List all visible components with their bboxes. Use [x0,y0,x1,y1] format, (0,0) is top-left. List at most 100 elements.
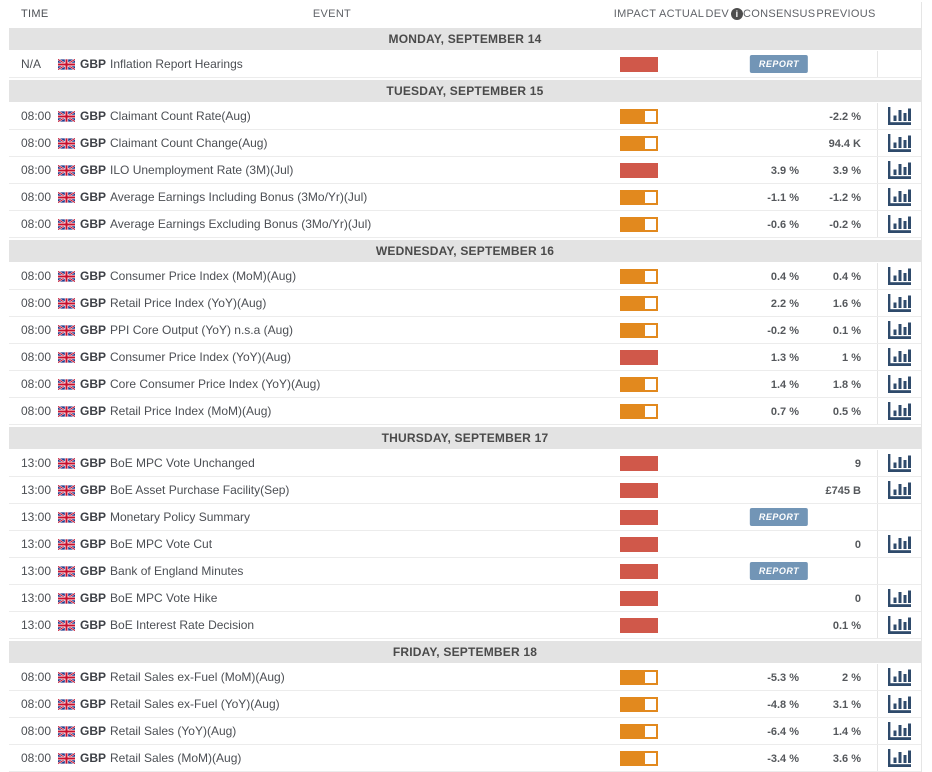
event-title[interactable]: Average Earnings Excluding Bonus (3Mo/Yr… [110,217,372,231]
impact-empty-segment [643,108,658,124]
previous-cell: 1.8 % [815,377,877,391]
event-row[interactable]: 13:00 GBP BoE MPC Vote Cut 0 [9,531,921,558]
impact-filled-segment [620,509,658,525]
event-row[interactable]: 08:00 GBP Retail Price Index (YoY)(Aug) 2.2… [9,290,921,317]
event-title[interactable]: Core Consumer Price Index (YoY)(Aug) [110,377,321,391]
bar-chart-icon[interactable] [887,160,912,180]
bar-chart-icon[interactable] [887,748,912,768]
impact-medium-indicator [620,750,658,766]
event-title[interactable]: Retail Sales ex-Fuel (YoY)(Aug) [110,697,280,711]
event-row[interactable]: 13:00 GBP BoE Asset Purchase Facility(Sep)… [9,477,921,504]
event-row[interactable]: 08:00 GBP Retail Price Index (MoM)(Aug) 0.7… [9,398,921,425]
event-row[interactable]: 08:00 GBP Core Consumer Price Index (YoY)(… [9,371,921,398]
bar-chart-icon[interactable] [887,480,912,500]
currency-label: GBP [80,697,107,711]
event-name-cell: GBP BoE MPC Vote Unchanged [53,456,611,470]
previous-cell: 3.1 % [815,697,877,711]
event-time: 08:00 [21,269,52,283]
event-row[interactable]: 08:00 GBP Claimant Count Change(Aug) 94.4 K [9,130,921,157]
event-title[interactable]: BoE MPC Vote Cut [110,537,213,551]
previous-value: -0.2 % [829,219,861,231]
bar-chart-icon[interactable] [887,374,912,394]
event-title[interactable]: Retail Sales (MoM)(Aug) [110,751,242,765]
event-title[interactable]: Retail Price Index (MoM)(Aug) [110,404,272,418]
bar-chart-icon[interactable] [887,320,912,340]
bar-chart-icon[interactable] [887,347,912,367]
currency-label: GBP [80,163,107,177]
impact-empty-segment [643,723,658,739]
event-row[interactable]: 08:00 GBP Retail Sales (YoY)(Aug) -6.4 % 1.4… [9,718,921,745]
event-title[interactable]: ILO Unemployment Rate (3M)(Jul) [110,163,294,177]
event-title[interactable]: BoE Interest Rate Decision [110,618,255,632]
event-title[interactable]: Retail Price Index (YoY)(Aug) [110,296,267,310]
impact-high-indicator [620,482,658,498]
event-title[interactable]: Retail Sales ex-Fuel (MoM)(Aug) [110,670,285,684]
impact-high-indicator [620,349,658,365]
event-row[interactable]: 08:00 GBP Claimant Count Rate(Aug) -2.2 % [9,103,921,130]
event-row[interactable]: 08:00 GBP Retail Sales ex-Fuel (MoM)(Aug) -… [9,664,921,691]
event-name-cell: GBP Retail Price Index (YoY)(Aug) [53,296,611,310]
bar-chart-icon[interactable] [887,667,912,687]
event-title[interactable]: Consumer Price Index (YoY)(Aug) [110,350,291,364]
event-row[interactable]: 13:00 GBP Bank of England Minutes REPORT [9,558,921,585]
report-button[interactable]: REPORT [749,55,809,73]
event-row[interactable]: 08:00 GBP Retail Sales ex-Fuel (YoY)(Aug) -… [9,691,921,718]
chart-cell [877,184,921,210]
event-title[interactable]: BoE MPC Vote Hike [110,591,218,605]
report-button[interactable]: REPORT [749,562,809,580]
event-title[interactable]: Average Earnings Including Bonus (3Mo/Yr… [110,190,368,204]
currency-label: GBP [80,456,107,470]
consensus-value: -1.1 % [767,192,799,204]
event-row[interactable]: 13:00 GBP Monetary Policy Summary REPORT [9,504,921,531]
event-time: 13:00 [21,618,52,632]
event-time: 08:00 [21,377,52,391]
event-name-cell: GBP ILO Unemployment Rate (3M)(Jul) [53,163,611,177]
event-title[interactable]: Claimant Count Change(Aug) [110,136,268,150]
impact-medium-indicator [620,403,658,419]
bar-chart-icon[interactable] [887,588,912,608]
event-title[interactable]: BoE Asset Purchase Facility(Sep) [110,483,290,497]
bar-chart-icon[interactable] [887,721,912,741]
event-row[interactable]: N/A GBP Inflation Report Hearings REPORT [9,51,921,78]
bar-chart-icon[interactable] [887,106,912,126]
impact-filled-segment [620,189,643,205]
info-icon[interactable]: i [731,8,743,20]
event-row[interactable]: 08:00 GBP Consumer Price Index (MoM)(Aug) 0… [9,263,921,290]
bar-chart-icon[interactable] [887,453,912,473]
event-title[interactable]: Inflation Report Hearings [110,57,243,71]
event-row[interactable]: 13:00 GBP BoE Interest Rate Decision 0.1 % [9,612,921,639]
event-row[interactable]: 13:00 GBP BoE MPC Vote Unchanged 9 [9,450,921,477]
bar-chart-icon[interactable] [887,401,912,421]
impact-filled-segment [620,162,658,178]
bar-chart-icon[interactable] [887,187,912,207]
event-row[interactable]: 08:00 GBP PPI Core Output (YoY) n.s.a (Aug… [9,317,921,344]
uk-flag-icon [58,110,75,122]
event-title[interactable]: Consumer Price Index (MoM)(Aug) [110,269,297,283]
bar-chart-icon[interactable] [887,133,912,153]
report-button[interactable]: REPORT [749,508,809,526]
impact-medium-indicator [620,135,658,151]
event-title[interactable]: PPI Core Output (YoY) n.s.a (Aug) [110,323,293,337]
event-title[interactable]: BoE MPC Vote Unchanged [110,456,255,470]
event-row[interactable]: 08:00 GBP Average Earnings Including Bonus… [9,184,921,211]
event-title[interactable]: Claimant Count Rate(Aug) [110,109,251,123]
uk-flag-icon [58,619,75,631]
event-title[interactable]: Monetary Policy Summary [110,510,251,524]
event-name-cell: GBP Retail Sales ex-Fuel (YoY)(Aug) [53,697,611,711]
bar-chart-icon[interactable] [887,534,912,554]
bar-chart-icon[interactable] [887,615,912,635]
event-row[interactable]: 13:00 GBP BoE MPC Vote Hike 0 [9,585,921,612]
bar-chart-icon[interactable] [887,266,912,286]
event-row[interactable]: 08:00 GBP Average Earnings Excluding Bonus… [9,211,921,238]
event-time: 08:00 [21,404,52,418]
event-row[interactable]: 08:00 GBP ILO Unemployment Rate (3M)(Jul) 3… [9,157,921,184]
previous-cell: -1.2 % [815,190,877,204]
chart-cell [877,317,921,343]
event-title[interactable]: Bank of England Minutes [110,564,244,578]
bar-chart-icon[interactable] [887,214,912,234]
previous-value: 3.6 % [832,753,861,765]
bar-chart-icon[interactable] [887,293,912,313]
bar-chart-icon[interactable] [887,694,912,714]
event-row[interactable]: 08:00 GBP Consumer Price Index (YoY)(Aug) 1… [9,344,921,371]
event-title[interactable]: Retail Sales (YoY)(Aug) [110,724,237,738]
